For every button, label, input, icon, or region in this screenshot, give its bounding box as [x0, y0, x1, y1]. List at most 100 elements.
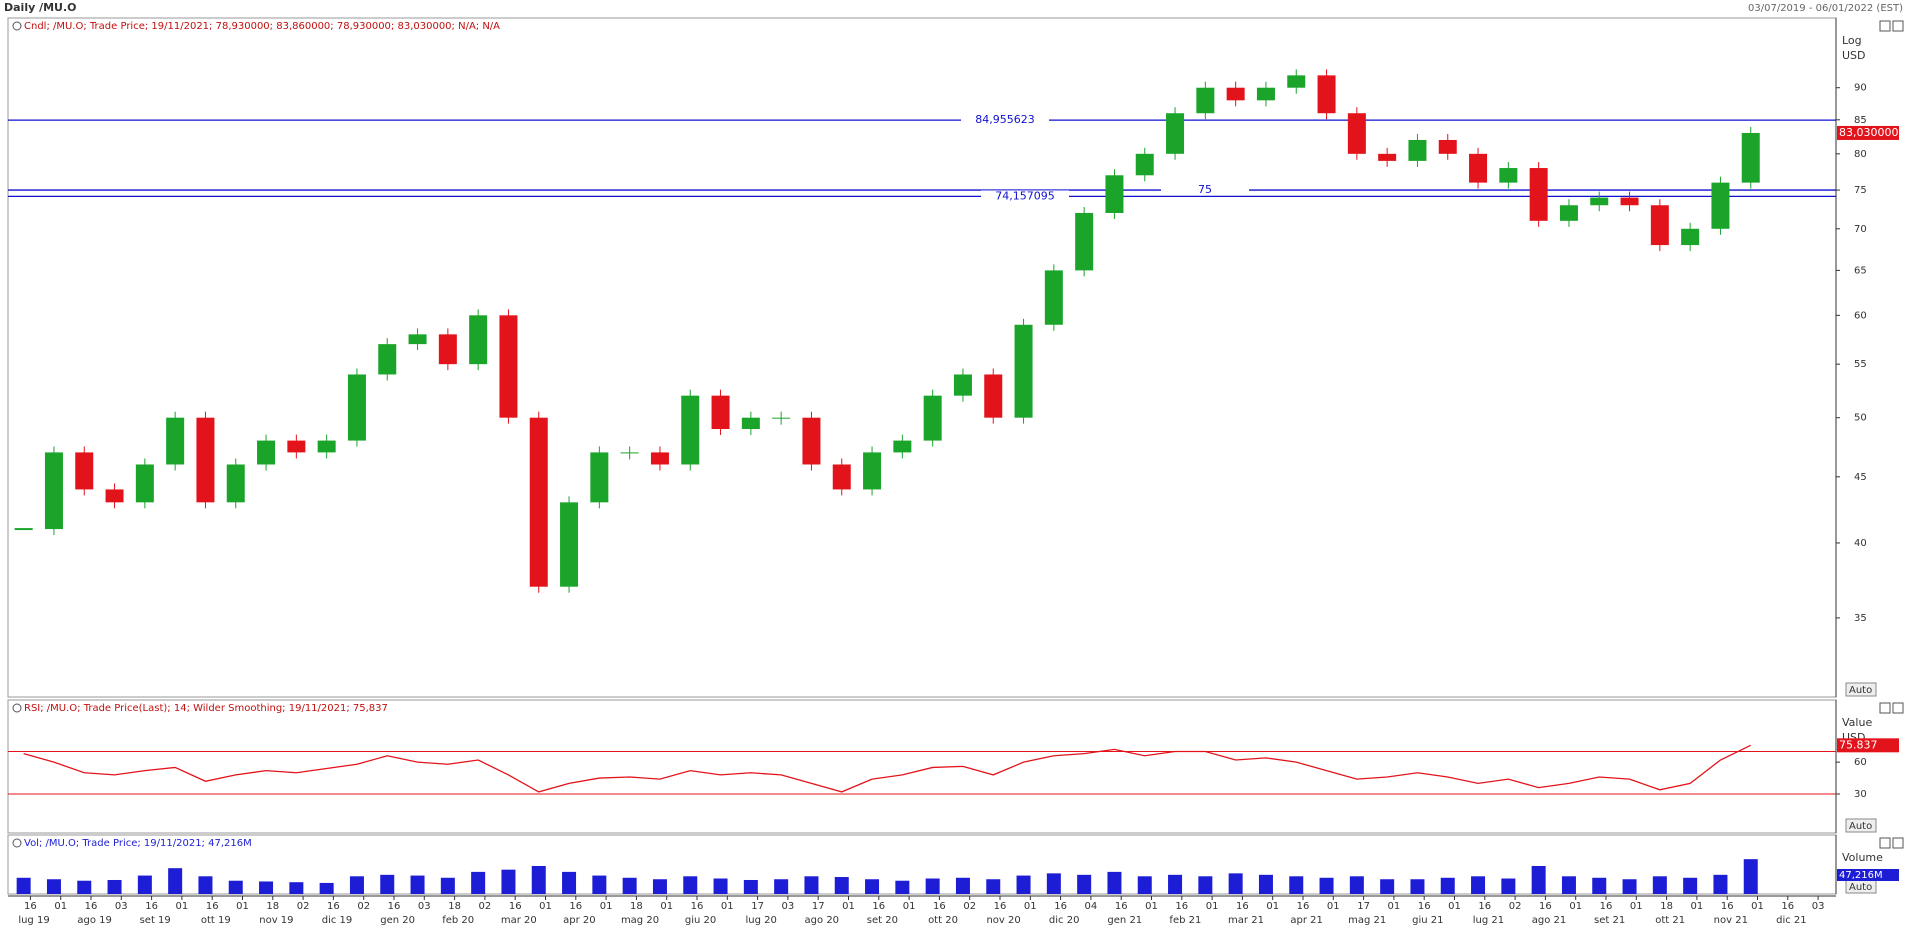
volume-bar: [1501, 878, 1516, 894]
candle: [287, 440, 306, 453]
candle: [1620, 197, 1639, 206]
close[interactable]: [1892, 837, 1904, 849]
line-label-bg: [961, 114, 1049, 127]
volume-bar: [1561, 876, 1576, 894]
x-day-label: 02: [479, 901, 492, 912]
volume-bar: [410, 875, 425, 894]
maximize[interactable]: [1879, 20, 1891, 32]
x-day-label: 01: [903, 901, 916, 912]
x-month-label: dic 19: [322, 915, 353, 926]
volume-bar: [804, 876, 819, 894]
x-month-label: apr 21: [1290, 915, 1323, 926]
candle: [1469, 153, 1488, 183]
x-day-label: 04: [1085, 901, 1098, 912]
x-day-label: 01: [1024, 901, 1037, 912]
candle: [196, 417, 215, 503]
line-label-bg: [1161, 184, 1249, 197]
x-day-label: 16: [1539, 901, 1552, 912]
candle: [166, 417, 185, 465]
candle: [1317, 75, 1336, 114]
volume-bar: [834, 877, 849, 894]
x-month-label: set 21: [1594, 915, 1625, 926]
volume-bar: [1258, 874, 1273, 894]
auto-button-label[interactable]: Auto: [1849, 821, 1872, 832]
volume-bar: [683, 876, 698, 894]
candle: [1378, 153, 1397, 161]
x-month-label: nov 19: [259, 915, 293, 926]
y-tick-label: 30: [1854, 789, 1867, 800]
volume-bar: [1077, 874, 1092, 894]
x-day-label: 02: [963, 901, 976, 912]
volume-bar: [137, 875, 152, 894]
close[interactable]: [1892, 702, 1904, 714]
x-day-label: 16: [1478, 901, 1491, 912]
auto-button[interactable]: [1845, 818, 1877, 833]
volume-bar: [622, 877, 637, 894]
x-day-label: 16: [206, 901, 219, 912]
auto-button-label[interactable]: Auto: [1849, 882, 1872, 893]
y-tick-label: 85: [1854, 115, 1867, 126]
x-month-label: gen 21: [1107, 915, 1142, 926]
candle: [529, 417, 548, 587]
y-tick-label: 55: [1854, 359, 1867, 370]
candle: [1408, 139, 1427, 161]
volume-bar: [440, 877, 455, 894]
volume-bar: [1652, 876, 1667, 894]
x-month-label: nov 20: [986, 915, 1020, 926]
candle: [1044, 270, 1063, 325]
rsi-line: [23, 744, 1752, 793]
x-day-label: 01: [1448, 901, 1461, 912]
volume-bar: [471, 871, 486, 894]
x-month-label: feb 21: [1169, 915, 1201, 926]
y-tick-label: 90: [1854, 83, 1867, 94]
candle: [1075, 212, 1094, 271]
line-label: 84,955623: [975, 113, 1035, 126]
candle: [1287, 75, 1306, 88]
volume-bar: [349, 876, 364, 894]
x-month-label: ago 19: [77, 915, 112, 926]
panel-icons: [1879, 20, 1904, 849]
volume-bar: [743, 879, 758, 894]
auto-button-label[interactable]: Auto: [1849, 685, 1872, 696]
candle: [347, 374, 366, 441]
x-month-label: dic 21: [1776, 915, 1807, 926]
candle: [1166, 113, 1185, 154]
candle: [105, 489, 124, 503]
y-tick-label: 65: [1854, 265, 1867, 276]
close[interactable]: [1892, 20, 1904, 32]
x-day-label: 16: [509, 901, 522, 912]
x-day-label: 18: [1660, 901, 1673, 912]
x-month-label: nov 21: [1714, 915, 1748, 926]
auto-button[interactable]: [1845, 682, 1877, 697]
x-day-label: 01: [1145, 901, 1158, 912]
candle: [650, 452, 669, 465]
candle: [984, 374, 1003, 418]
maximize[interactable]: [1879, 837, 1891, 849]
window-title: Daily /MU.O: [4, 1, 77, 14]
volume-bar: [380, 874, 395, 894]
volume-bar: [501, 869, 516, 894]
x-month-label: feb 20: [442, 915, 474, 926]
volume-bar: [531, 865, 546, 894]
y-tick-label: 40: [1854, 538, 1867, 549]
candle: [257, 440, 276, 465]
maximize[interactable]: [1879, 702, 1891, 714]
x-day-label: 16: [1781, 901, 1794, 912]
x-month-label: mag 21: [1348, 915, 1386, 926]
candle: [135, 464, 154, 503]
x-month-label: dic 20: [1049, 915, 1080, 926]
x-day-label: 01: [1388, 901, 1401, 912]
x-day-label: 16: [1600, 901, 1613, 912]
candle: [378, 344, 397, 375]
legend-icon: [12, 21, 22, 31]
y-tick-label: 60: [1854, 310, 1867, 321]
volume-bar: [1228, 873, 1243, 894]
candle: [226, 464, 245, 503]
x-day-label: 16: [388, 901, 401, 912]
panel-legend: RSI; /MU.O; Trade Price(Last); 14; Wilde…: [24, 703, 388, 714]
x-day-label: 02: [357, 901, 370, 912]
volume-bar: [652, 879, 667, 894]
x-month-label: apr 20: [563, 915, 596, 926]
candle: [923, 395, 942, 441]
